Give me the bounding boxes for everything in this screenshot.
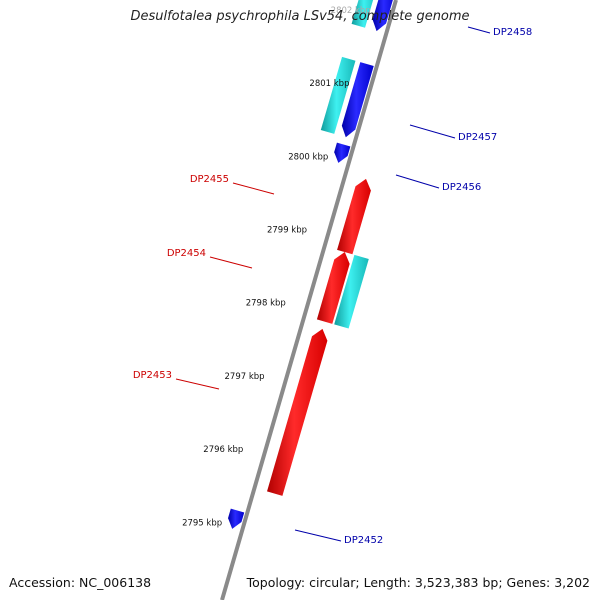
feature-layer [228, 0, 397, 529]
gene-label-DP2452[interactable]: DP2452 [344, 535, 383, 546]
label-leader [294, 529, 342, 542]
scale-label: 2801 kbp [309, 79, 349, 89]
scale-label: 2799 kbp [267, 225, 307, 235]
label-leader [467, 26, 491, 34]
scale-label: 2800 kbp [288, 152, 328, 162]
cds-feature[interactable] [334, 254, 369, 329]
label-layer: 2795 kbp 2796 kbp 2797 kbp 2798 kbp 2799 kbp… [133, 6, 532, 546]
scale-label: 2798 kbp [246, 299, 286, 309]
accession-text: Accession: NC_006138 [9, 575, 152, 590]
gene-label-DP2454[interactable]: DP2454 [167, 248, 206, 259]
label-leader [232, 182, 275, 195]
scale-label: 2795 kbp [182, 518, 222, 528]
scale-label: 2796 kbp [203, 445, 243, 455]
cds-feature[interactable] [320, 56, 356, 134]
scale-label: 2797 kbp [225, 372, 265, 382]
label-leader [175, 378, 220, 390]
gene-label-DP2453[interactable]: DP2453 [133, 370, 172, 381]
gene-DP2456[interactable] [334, 142, 351, 163]
gene-DP2453[interactable] [267, 328, 328, 496]
scale-label: 2802 kbp [331, 6, 371, 16]
gene-DP2452[interactable] [228, 508, 245, 529]
gene-label-DP2458[interactable]: DP2458 [493, 27, 532, 38]
genome-backbone [220, 0, 398, 600]
gene-label-DP2455[interactable]: DP2455 [190, 174, 229, 185]
label-leader [209, 256, 253, 269]
gene-DP2454[interactable] [316, 252, 350, 324]
map-title: Desulfotalea psychrophila LSv54, complet… [130, 9, 470, 24]
label-leader [409, 124, 456, 139]
label-leader [395, 174, 440, 189]
genome-summary-text: Topology: circular; Length: 3,523,383 bp… [246, 575, 590, 590]
cds-feature[interactable] [351, 0, 379, 28]
gene-DP2455[interactable] [337, 178, 371, 255]
gene-DP2457[interactable] [341, 62, 374, 138]
gene-label-DP2457[interactable]: DP2457 [458, 132, 497, 143]
gene-DP2458[interactable] [372, 0, 397, 32]
gene-label-DP2456[interactable]: DP2456 [442, 182, 481, 193]
